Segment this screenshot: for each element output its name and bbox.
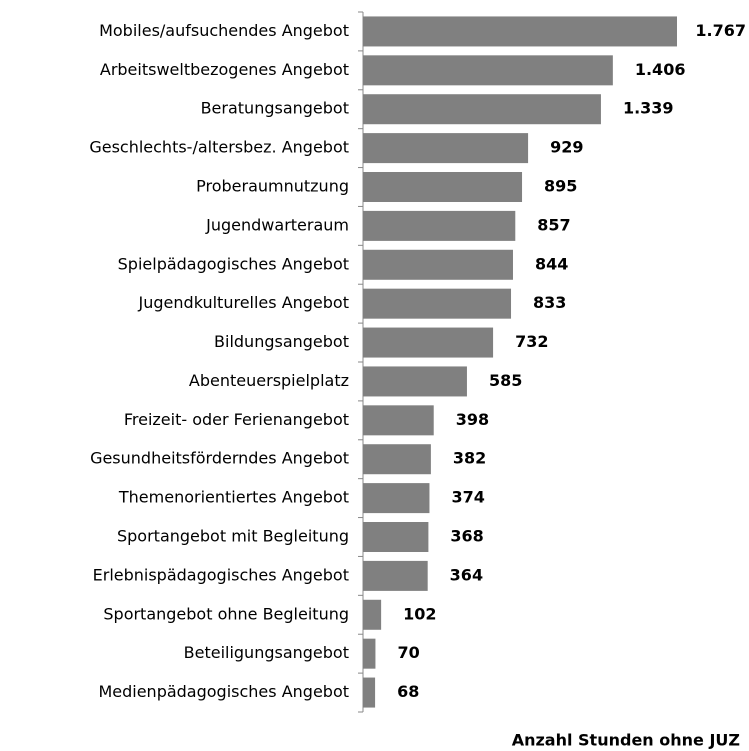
value-label: 929 — [550, 138, 583, 157]
value-label: 1.339 — [623, 99, 674, 118]
value-label: 382 — [453, 449, 486, 468]
category-label: Erlebnispädagogisches Angebot — [93, 565, 349, 584]
bar — [363, 210, 516, 241]
value-label: 102 — [403, 604, 436, 623]
bar — [363, 483, 430, 514]
category-label: Themenorientiertes Angebot — [118, 488, 349, 507]
value-label: 1.406 — [635, 60, 686, 79]
category-label: Sportangebot mit Begleitung — [117, 527, 349, 546]
value-label: 70 — [397, 643, 419, 662]
value-label: 895 — [544, 177, 577, 196]
bar — [363, 55, 613, 86]
category-label: Bildungsangebot — [214, 332, 349, 351]
category-label: Beteiligungsangebot — [184, 643, 349, 662]
value-label: 585 — [489, 371, 522, 390]
axis-title: Anzahl Stunden ohne JUZ — [512, 731, 740, 750]
category-label: Mobiles/aufsuchendes Angebot — [99, 21, 349, 40]
bar — [363, 94, 601, 125]
bar — [363, 16, 677, 47]
bar — [363, 133, 529, 164]
bar — [363, 288, 512, 319]
category-label: Jugendkulturelles Angebot — [138, 293, 349, 312]
value-label: 364 — [450, 565, 483, 584]
bar — [363, 405, 434, 436]
category-label: Proberaumnutzung — [196, 177, 349, 196]
category-label: Medienpädagogisches Angebot — [98, 682, 349, 701]
bar — [363, 677, 376, 708]
category-label: Spielpädagogisches Angebot — [118, 254, 349, 273]
bar — [363, 172, 523, 202]
value-label: 844 — [535, 254, 568, 273]
bar — [363, 249, 513, 280]
bar — [363, 327, 494, 358]
category-label: Jugendwarteraum — [205, 215, 349, 234]
category-label: Gesundheitsförderndes Angebot — [90, 449, 349, 468]
bar — [363, 522, 429, 552]
value-label: 833 — [533, 293, 566, 312]
category-label: Freizeit- oder Ferienangebot — [124, 410, 349, 429]
bar — [363, 560, 428, 591]
category-label: Arbeitsweltbezogenes Angebot — [100, 60, 349, 79]
value-label: 374 — [451, 488, 484, 507]
value-label: 732 — [515, 332, 548, 351]
value-label: 857 — [537, 215, 570, 234]
value-label: 368 — [450, 527, 483, 546]
bar — [363, 599, 382, 630]
bar — [363, 638, 376, 669]
category-label: Abenteuerspielplatz — [189, 371, 349, 390]
bar — [363, 444, 431, 475]
category-label: Sportangebot ohne Begleitung — [103, 604, 349, 623]
category-label: Beratungsangebot — [201, 99, 349, 118]
value-label: 68 — [397, 682, 419, 701]
bar — [363, 366, 467, 397]
value-label: 1.767 — [695, 21, 746, 40]
value-label: 398 — [456, 410, 489, 429]
category-label: Geschlechts-/altersbez. Angebot — [89, 138, 349, 157]
